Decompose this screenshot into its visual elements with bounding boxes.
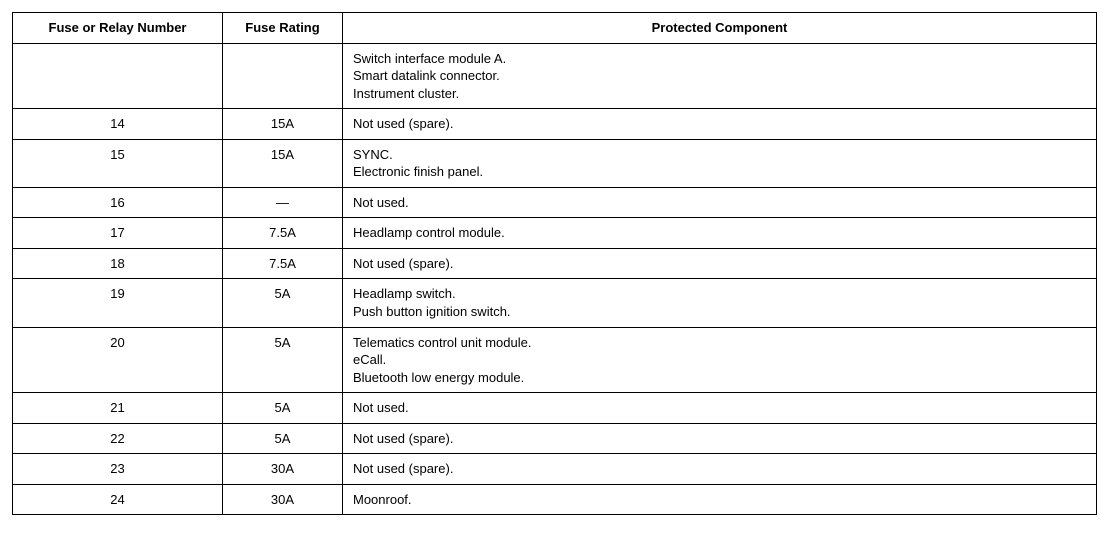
cell-fuse-number: 18 (13, 248, 223, 279)
cell-fuse-rating: 15A (223, 139, 343, 187)
table-row: 1415ANot used (spare). (13, 109, 1097, 140)
col-header-rating: Fuse Rating (223, 13, 343, 44)
cell-fuse-rating (223, 43, 343, 109)
cell-protected-component: Not used (spare). (343, 454, 1097, 485)
table-row: Switch interface module A.Smart datalink… (13, 43, 1097, 109)
cell-fuse-rating: 5A (223, 327, 343, 393)
cell-fuse-number: 16 (13, 187, 223, 218)
cell-protected-component: Not used. (343, 187, 1097, 218)
cell-fuse-rating: 5A (223, 423, 343, 454)
cell-fuse-rating: 5A (223, 279, 343, 327)
table-row: 195AHeadlamp switch.Push button ignition… (13, 279, 1097, 327)
cell-fuse-number: 17 (13, 218, 223, 249)
cell-protected-component: Not used. (343, 393, 1097, 424)
cell-fuse-number (13, 43, 223, 109)
cell-protected-component: Not used (spare). (343, 248, 1097, 279)
table-row: 1515ASYNC.Electronic finish panel. (13, 139, 1097, 187)
cell-fuse-rating: 7.5A (223, 218, 343, 249)
col-header-component: Protected Component (343, 13, 1097, 44)
cell-protected-component: Telematics control unit module.eCall.Blu… (343, 327, 1097, 393)
table-row: 16—Not used. (13, 187, 1097, 218)
cell-fuse-rating: — (223, 187, 343, 218)
cell-protected-component: SYNC.Electronic finish panel. (343, 139, 1097, 187)
fuse-table: Fuse or Relay Number Fuse Rating Protect… (12, 12, 1097, 515)
cell-protected-component: Not used (spare). (343, 109, 1097, 140)
cell-protected-component: Moonroof. (343, 484, 1097, 515)
table-row: 177.5AHeadlamp control module. (13, 218, 1097, 249)
table-row: 2330ANot used (spare). (13, 454, 1097, 485)
table-row: 225ANot used (spare). (13, 423, 1097, 454)
cell-fuse-number: 24 (13, 484, 223, 515)
cell-fuse-rating: 5A (223, 393, 343, 424)
col-header-number: Fuse or Relay Number (13, 13, 223, 44)
cell-fuse-rating: 30A (223, 484, 343, 515)
cell-fuse-number: 23 (13, 454, 223, 485)
cell-protected-component: Not used (spare). (343, 423, 1097, 454)
cell-protected-component: Switch interface module A.Smart datalink… (343, 43, 1097, 109)
cell-fuse-rating: 7.5A (223, 248, 343, 279)
cell-fuse-number: 15 (13, 139, 223, 187)
cell-fuse-number: 22 (13, 423, 223, 454)
table-row: 215ANot used. (13, 393, 1097, 424)
cell-protected-component: Headlamp switch.Push button ignition swi… (343, 279, 1097, 327)
cell-fuse-number: 21 (13, 393, 223, 424)
table-row: 205ATelematics control unit module.eCall… (13, 327, 1097, 393)
fuse-table-header: Fuse or Relay Number Fuse Rating Protect… (13, 13, 1097, 44)
cell-protected-component: Headlamp control module. (343, 218, 1097, 249)
cell-fuse-rating: 15A (223, 109, 343, 140)
table-row: 2430AMoonroof. (13, 484, 1097, 515)
cell-fuse-number: 20 (13, 327, 223, 393)
cell-fuse-rating: 30A (223, 454, 343, 485)
fuse-table-body: Switch interface module A.Smart datalink… (13, 43, 1097, 515)
table-row: 187.5ANot used (spare). (13, 248, 1097, 279)
cell-fuse-number: 19 (13, 279, 223, 327)
cell-fuse-number: 14 (13, 109, 223, 140)
